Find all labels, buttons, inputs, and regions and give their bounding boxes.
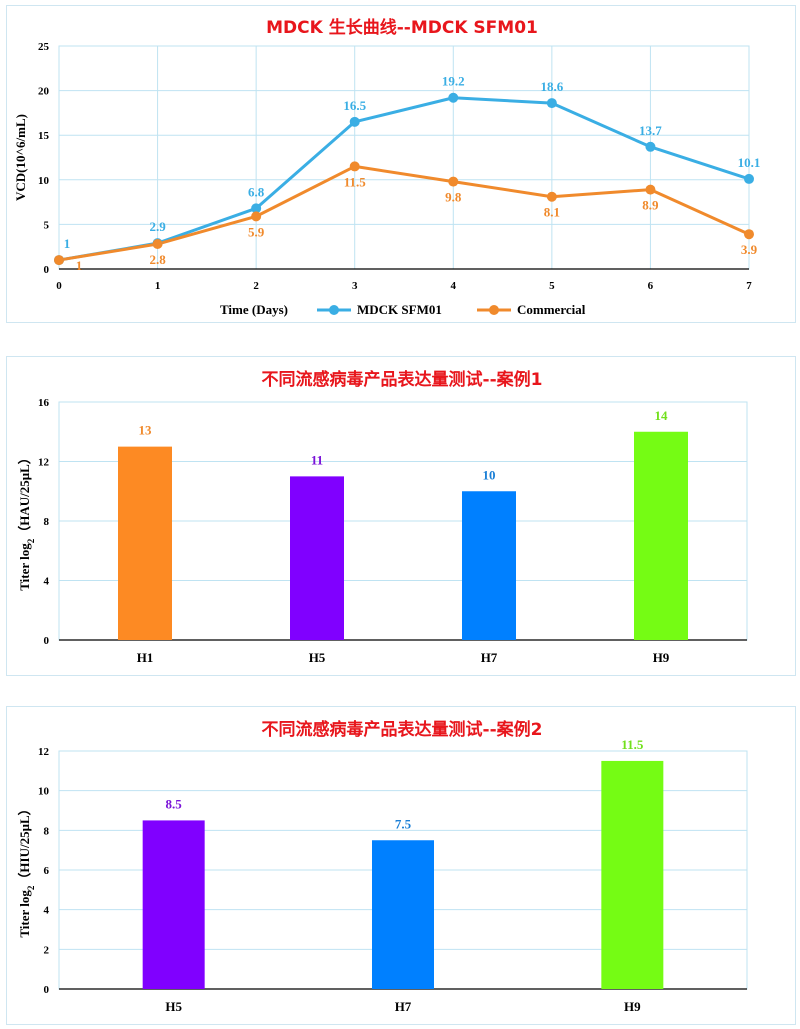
bar-h9 bbox=[601, 760, 664, 989]
y-axis-label: Titer log2（HIU/25μL） bbox=[17, 802, 36, 937]
series-1-point bbox=[251, 211, 262, 222]
y-axis-label: VCD(10^6/mL) bbox=[13, 114, 28, 201]
y-tick-label: 8 bbox=[44, 825, 50, 837]
bar-h5 bbox=[290, 476, 344, 640]
series-1-point bbox=[152, 239, 163, 250]
y-tick-label: 25 bbox=[38, 41, 50, 53]
y-tick-label: 4 bbox=[44, 905, 50, 917]
x-tick-label: 4 bbox=[451, 280, 457, 292]
data-label: 11.5 bbox=[344, 174, 367, 189]
data-label: 10.1 bbox=[738, 155, 761, 170]
series-1-point bbox=[546, 191, 557, 202]
series-1-point bbox=[744, 229, 754, 240]
x-tick-label: 3 bbox=[352, 280, 358, 292]
growth-curve-chart: MDCK 生长曲线--MDCK SFM01 0 5 10 15 20 25 0 1 2 3 4 5 6 7… bbox=[13, 17, 761, 317]
y-axis-label: Titer log2（HAU/25μL） bbox=[17, 451, 36, 591]
x-tick-label: 5 bbox=[549, 280, 555, 292]
bar-h7 bbox=[462, 491, 516, 640]
titer-case1-panel: 不同流感病毒产品表达量测试--案例1 0 4 8 12 16 13 H1 11 H5 10 H7 14… bbox=[6, 356, 796, 676]
y-tick-label: 5 bbox=[44, 219, 50, 231]
data-label: 5.9 bbox=[248, 224, 265, 239]
x-tick-label: 1 bbox=[155, 280, 161, 292]
x-tick-label: H5 bbox=[165, 999, 182, 1014]
legend-label-1: Commercial bbox=[517, 302, 586, 317]
x-tick-label: H9 bbox=[653, 650, 670, 665]
series-0-point bbox=[546, 98, 557, 109]
bar-h5 bbox=[142, 820, 205, 989]
y-tick-label: 16 bbox=[38, 397, 50, 409]
x-tick-label: H5 bbox=[309, 650, 326, 665]
legend-label-0: MDCK SFM01 bbox=[357, 302, 442, 317]
data-label: 9.8 bbox=[445, 190, 462, 205]
data-label: 6.8 bbox=[248, 184, 265, 199]
y-tick-label: 10 bbox=[38, 175, 50, 187]
y-tick-label: 4 bbox=[44, 576, 50, 588]
titer-case2-panel: 不同流感病毒产品表达量测试--案例2 0 2 4 6 8 10 12 8.5 H5 7.5 H7 11… bbox=[6, 706, 796, 1025]
x-tick-label: H7 bbox=[481, 650, 498, 665]
x-tick-label: 2 bbox=[253, 280, 259, 292]
data-label: 3.9 bbox=[741, 242, 758, 257]
data-label: 18.6 bbox=[540, 79, 563, 94]
y-tick-label: 12 bbox=[38, 457, 50, 469]
x-tick-label: H9 bbox=[624, 999, 641, 1014]
data-label: 19.2 bbox=[442, 74, 465, 89]
data-label: 13 bbox=[139, 423, 153, 438]
legend-marker-0 bbox=[329, 305, 339, 315]
titer-case2-chart: 不同流感病毒产品表达量测试--案例2 0 2 4 6 8 10 12 8.5 H5 7.5 H7 11… bbox=[17, 719, 748, 1014]
series-line-0 bbox=[58, 96, 750, 262]
plot-area bbox=[58, 45, 750, 270]
series-1-point bbox=[448, 176, 459, 187]
series-0-point bbox=[251, 203, 262, 214]
data-label: 8.9 bbox=[642, 198, 659, 213]
x-axis-label: Time (Days) bbox=[220, 302, 288, 317]
y-tick-label: 20 bbox=[38, 86, 50, 98]
y-tick-label: 0 bbox=[44, 984, 50, 996]
x-tick-label: 6 bbox=[648, 280, 654, 292]
x-tick-label: H1 bbox=[137, 650, 154, 665]
legend-marker-1 bbox=[489, 305, 499, 315]
y-tick-label: 10 bbox=[38, 786, 50, 798]
bar-h1 bbox=[118, 446, 172, 640]
y-tick-label: 12 bbox=[38, 746, 50, 758]
data-label: 2.8 bbox=[149, 252, 166, 267]
data-label: 16.5 bbox=[343, 98, 366, 113]
bar-h7 bbox=[372, 840, 434, 989]
data-label: 1 bbox=[64, 236, 71, 251]
series-1-point bbox=[349, 161, 360, 172]
chart-title: 不同流感病毒产品表达量测试--案例1 bbox=[262, 369, 543, 390]
data-label: 8.1 bbox=[544, 205, 560, 220]
x-tick-label: 0 bbox=[56, 280, 62, 292]
chart-title: 不同流感病毒产品表达量测试--案例2 bbox=[262, 719, 543, 740]
data-label: 7.5 bbox=[395, 816, 412, 831]
data-label: 10 bbox=[483, 467, 496, 482]
y-tick-label: 8 bbox=[44, 516, 50, 528]
y-tick-label: 0 bbox=[44, 635, 50, 647]
bar-h9 bbox=[634, 431, 688, 640]
y-tick-label: 6 bbox=[44, 865, 50, 877]
chart-title: MDCK 生长曲线--MDCK SFM01 bbox=[266, 17, 538, 38]
data-label: 13.7 bbox=[639, 123, 662, 138]
series-0-point bbox=[645, 141, 656, 152]
x-tick-label: 7 bbox=[746, 280, 752, 292]
y-tick-label: 0 bbox=[44, 264, 50, 276]
series-0-point bbox=[448, 92, 459, 103]
y-tick-label: 15 bbox=[38, 130, 50, 142]
data-label: 1 bbox=[76, 258, 83, 273]
titer-case1-chart: 不同流感病毒产品表达量测试--案例1 0 4 8 12 16 13 H1 11 H5 10 H7 14… bbox=[17, 369, 748, 665]
data-label: 14 bbox=[655, 408, 669, 423]
y-tick-label: 2 bbox=[44, 944, 50, 956]
data-label: 11 bbox=[311, 452, 323, 467]
data-label: 8.5 bbox=[166, 796, 183, 811]
x-tick-label: H7 bbox=[395, 999, 412, 1014]
series-1-point bbox=[645, 184, 656, 195]
series-0-point bbox=[349, 116, 360, 127]
series-line-1 bbox=[58, 164, 750, 262]
data-label: 11.5 bbox=[621, 737, 644, 752]
data-label: 2.9 bbox=[149, 219, 166, 234]
growth-curve-panel: MDCK 生长曲线--MDCK SFM01 0 5 10 15 20 25 0 1 2 3 4 5 6 7… bbox=[6, 5, 796, 323]
series-0-point bbox=[744, 173, 754, 184]
series-1-point bbox=[54, 255, 64, 266]
